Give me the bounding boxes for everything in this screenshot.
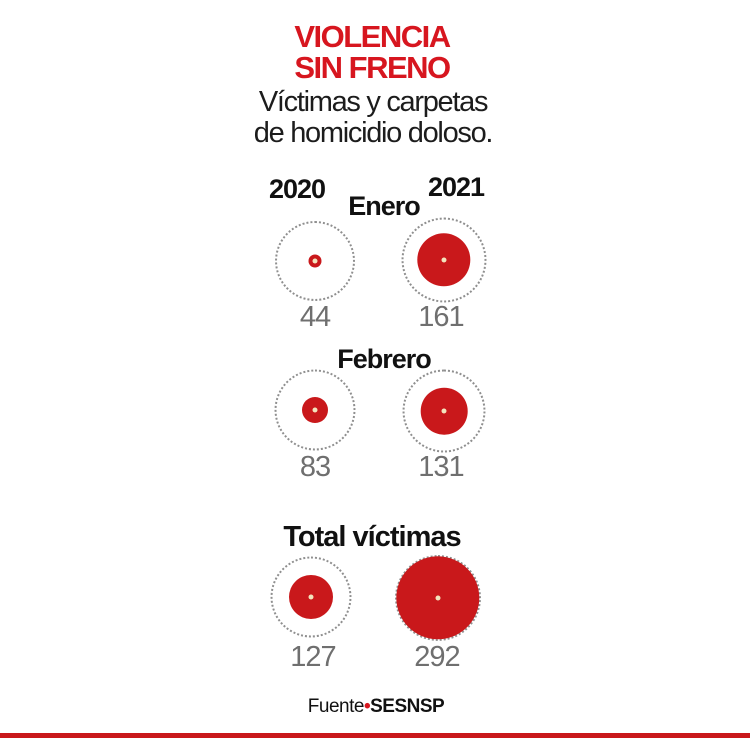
value-total-2020: 127 bbox=[290, 641, 336, 673]
bubble-center-dot bbox=[441, 408, 447, 414]
value-enero-2021: 161 bbox=[418, 301, 464, 333]
source-name: SESNSP bbox=[370, 696, 445, 717]
reference-ring bbox=[402, 369, 486, 453]
bubble-center-dot bbox=[308, 594, 314, 600]
bubble-center-dot bbox=[312, 407, 318, 413]
reference-ring bbox=[395, 555, 481, 641]
title-line2: SIN FRENO bbox=[294, 50, 451, 85]
page-subtitle: Víctimas y carpetas de homicidio doloso. bbox=[0, 87, 746, 149]
value-febrero-2020: 83 bbox=[299, 451, 331, 483]
value-total-2021: 292 bbox=[414, 641, 460, 673]
source-line: Fuente•SESNSP bbox=[0, 697, 750, 716]
row-label-enero: Enero bbox=[348, 191, 421, 221]
reference-ring bbox=[270, 556, 352, 638]
page-title: VIOLENCIA SIN FRENO bbox=[0, 21, 744, 83]
bottom-red-bar bbox=[0, 733, 750, 738]
value-enero-2020: 44 bbox=[299, 301, 331, 333]
title-line1: VIOLENCIA bbox=[294, 19, 451, 54]
row-label-febrero: Febrero bbox=[337, 344, 432, 374]
subtitle-line2: de homicidio doloso. bbox=[253, 117, 494, 149]
source-bullet-icon: • bbox=[363, 696, 371, 717]
reference-ring bbox=[401, 217, 487, 303]
column-header-2020: 2020 bbox=[268, 174, 326, 204]
row-label-total-victimas: Total víctimas bbox=[283, 521, 461, 553]
value-febrero-2021: 131 bbox=[418, 451, 464, 483]
bubble-center-dot bbox=[435, 595, 441, 601]
reference-ring bbox=[275, 221, 355, 301]
subtitle-line1: Víctimas y carpetas bbox=[258, 86, 489, 118]
source-prefix: Fuente bbox=[307, 696, 365, 717]
reference-ring bbox=[274, 369, 356, 451]
column-header-2021: 2021 bbox=[427, 172, 485, 202]
bubble-center-dot bbox=[312, 258, 318, 264]
bubble-center-dot bbox=[441, 257, 447, 263]
